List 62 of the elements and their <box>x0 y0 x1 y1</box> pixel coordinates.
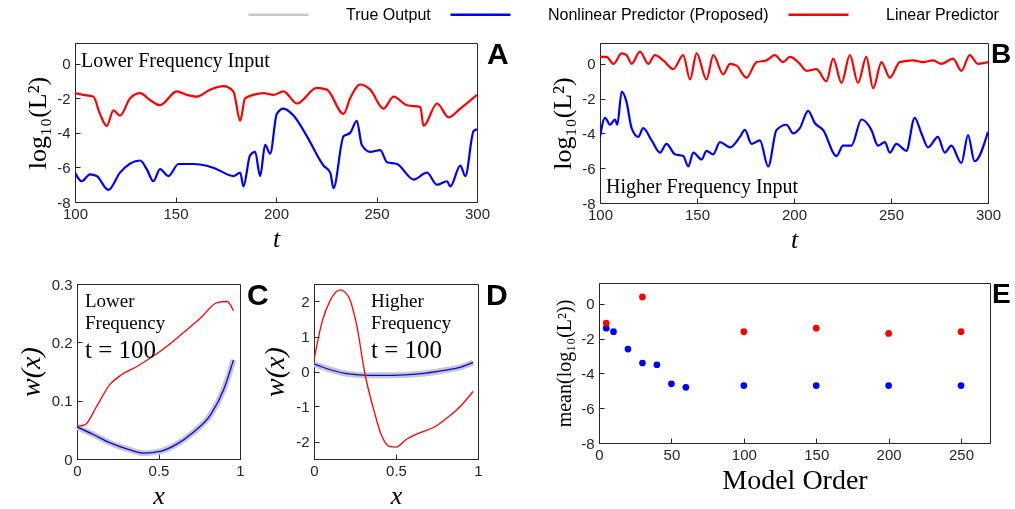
x-tick-label: 150 <box>804 445 830 463</box>
y-tick-label: -8 <box>581 434 595 452</box>
annotation: t = 100 <box>371 336 443 363</box>
x-tick-label: 200 <box>876 445 902 463</box>
y-tick-label: 0 <box>301 363 310 380</box>
y-tick-label: 0 <box>586 295 595 313</box>
y-axis-title: log₁₀(L²) <box>23 76 53 170</box>
x-tick-label: 300 <box>464 204 491 222</box>
x-axis-title: x <box>389 480 403 509</box>
x-tick-label: 250 <box>878 205 905 223</box>
y-tick-label: -4 <box>582 124 596 142</box>
y-tick-label: -6 <box>581 399 595 417</box>
legend-label: Nonlinear Predictor (Proposed) <box>548 5 769 23</box>
text: E <box>992 278 1011 309</box>
x-tick-label: 0.5 <box>148 461 170 479</box>
x-tick-label: 200 <box>263 204 290 222</box>
text: D <box>486 278 508 311</box>
x-axis-title: t <box>790 224 799 254</box>
x-axis-title: t <box>272 223 281 253</box>
annotation: t = 100 <box>85 336 157 363</box>
y-tick-label: 2 <box>301 293 310 310</box>
annotation: Lower Frequency <box>85 290 166 333</box>
y-tick-label: -2 <box>581 330 595 348</box>
y-tick-label: 0 <box>587 55 596 73</box>
x-tick-label: 200 <box>781 205 808 223</box>
x-tick-label: 1 <box>236 461 245 479</box>
y-tick-label: 1 <box>301 328 310 345</box>
y-tick-label: -4 <box>57 124 71 142</box>
x-tick-label: 150 <box>163 204 189 222</box>
x-tick-label: 0.5 <box>386 461 407 479</box>
annotation: Higher Frequency Input <box>606 175 799 198</box>
y-tick-label: -2 <box>57 89 71 107</box>
y-tick-label: -6 <box>57 158 71 176</box>
y-axis-title: mean(log₁₀(L²)) <box>553 299 577 428</box>
text: B <box>991 38 1012 69</box>
y-tick-label: -6 <box>582 159 596 177</box>
y-axis-title: w(x) <box>14 347 46 397</box>
x-axis-title: Model Order <box>722 463 869 495</box>
text: A <box>487 37 509 70</box>
x-tick-label: 150 <box>684 205 711 223</box>
text: C <box>247 278 269 311</box>
y-axis-title: log₁₀(L²) <box>548 77 578 170</box>
y-tick-label: -1 <box>296 398 310 415</box>
x-tick-label: 300 <box>975 205 1002 223</box>
x-tick-label: 1 <box>474 461 483 479</box>
x-tick-label: 250 <box>949 445 975 463</box>
y-tick-label: -2 <box>582 90 596 108</box>
legend-label: Linear Predictor <box>886 5 1000 23</box>
y-tick-label: -4 <box>581 364 595 382</box>
x-tick-label: 100 <box>731 445 757 463</box>
y-tick-label: -2 <box>296 433 310 450</box>
y-axis-title: w(x) <box>259 347 291 397</box>
y-tick-label: 0 <box>62 55 71 73</box>
annotation: Higher Frequency <box>371 290 452 333</box>
y-tick-label: 0.1 <box>51 392 73 410</box>
x-axis-title: x <box>152 480 166 509</box>
y-tick-label: 0.3 <box>51 275 73 293</box>
x-tick-label: 50 <box>663 445 681 463</box>
legend-label: True Output <box>346 5 432 23</box>
y-tick-label: 0.2 <box>51 333 73 351</box>
x-tick-label: 250 <box>364 204 390 222</box>
annotation: Lower Frequency Input <box>81 49 271 72</box>
